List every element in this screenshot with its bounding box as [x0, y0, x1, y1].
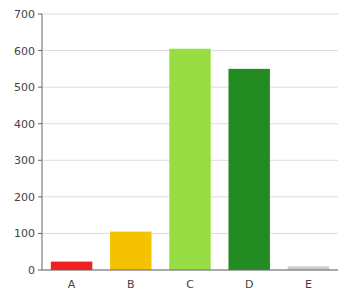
bar	[51, 262, 92, 270]
grid	[42, 14, 338, 270]
y-axis: 0 100 200 300 400 500 600 700	[14, 8, 42, 277]
grid-line	[42, 270, 338, 271]
y-tick-label: 100	[14, 227, 35, 240]
y-tick-label: 300	[14, 154, 35, 167]
bar	[228, 69, 269, 270]
x-tick-label: C	[186, 278, 194, 291]
x-tick-label: E	[305, 278, 312, 291]
x-axis-line	[42, 270, 338, 271]
x-axis: A B C D E	[42, 270, 338, 291]
y-tick	[38, 233, 42, 234]
y-tick	[38, 270, 42, 271]
bar	[288, 266, 329, 270]
bar	[169, 49, 210, 270]
y-axis-line	[42, 14, 43, 270]
y-tick	[38, 123, 42, 124]
y-tick-label: 400	[14, 118, 35, 131]
y-tick	[38, 160, 42, 161]
y-tick-label: 0	[28, 264, 35, 277]
bar	[110, 232, 151, 270]
x-tick-label: A	[68, 278, 76, 291]
y-tick-label: 700	[14, 8, 35, 21]
x-tick-label: D	[245, 278, 253, 291]
y-tick	[38, 87, 42, 88]
y-tick	[38, 196, 42, 197]
y-tick-label: 200	[14, 191, 35, 204]
chart-container: 0 100 200 300 400 500 600 700 A B C D E	[0, 0, 350, 300]
y-tick	[38, 50, 42, 51]
bars	[51, 49, 329, 270]
y-tick-label: 500	[14, 81, 35, 94]
y-tick	[38, 14, 42, 15]
chart-svg: 0 100 200 300 400 500 600 700 A B C D E	[0, 0, 350, 300]
x-tick-label: B	[127, 278, 135, 291]
grid-line	[42, 14, 338, 15]
y-tick-label: 600	[14, 45, 35, 58]
